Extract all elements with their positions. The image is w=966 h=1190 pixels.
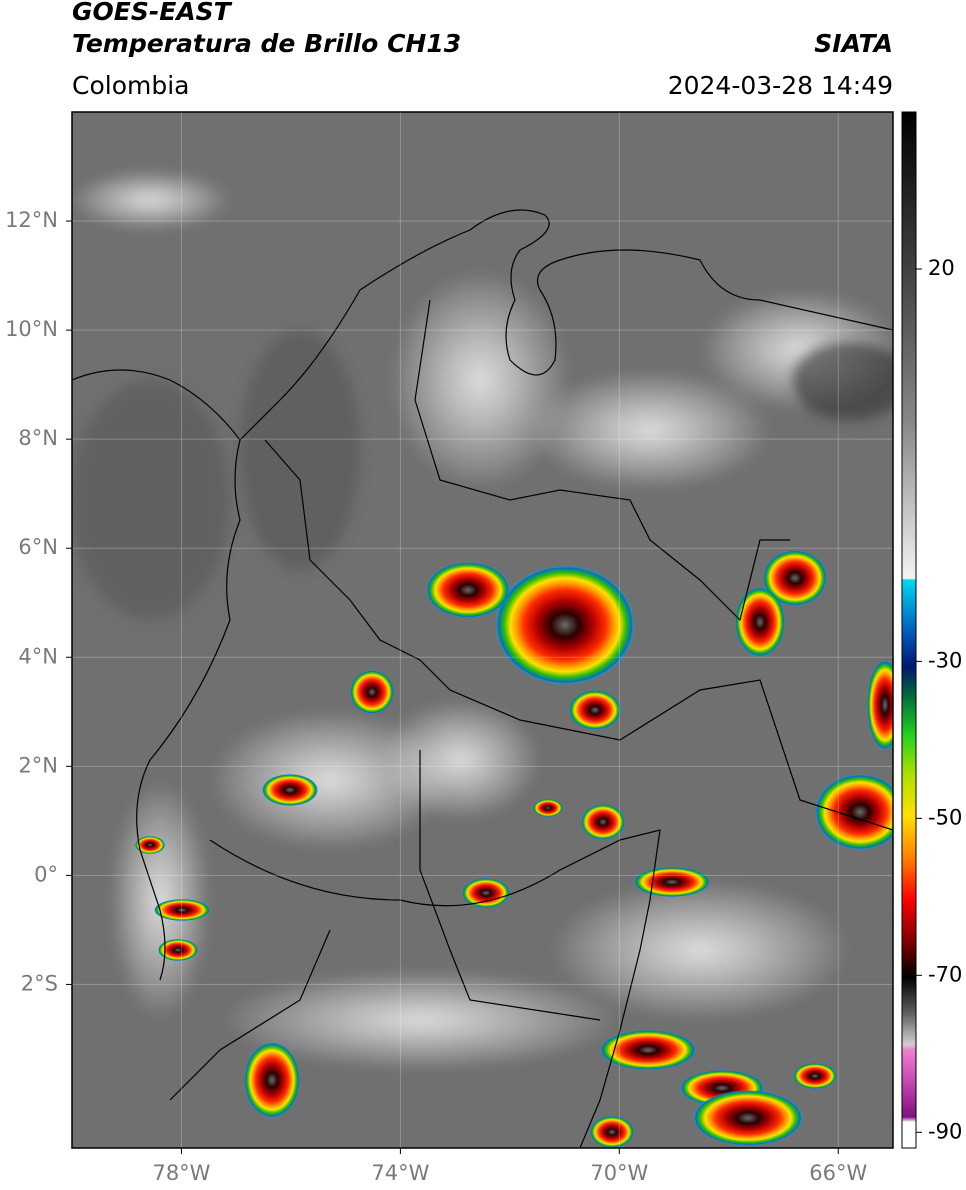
x-tick-label: 74°W [371,1161,429,1185]
colorbar-tick-label: -90 [928,1119,962,1143]
x-tick-label: 78°W [152,1161,210,1185]
x-tick-label: 66°W [809,1161,867,1185]
y-tick-label: 0° [34,862,58,886]
colorbar-tick-label: -70 [928,962,962,986]
source: SIATA [814,29,893,58]
y-tick-label: 2°N [18,753,58,777]
y-tick-label: 6°N [18,535,58,559]
y-tick-label: 2°S [21,971,58,995]
title: GOES-EAST [72,0,233,26]
colorbar-tick-label: 20 [928,256,955,280]
x-tick-label: 70°W [590,1161,648,1185]
colorbar-tick-label: -30 [928,648,962,672]
subtitle: Temperatura de Brillo CH13 [72,29,461,58]
datetime: 2024-03-28 14:49 [668,71,893,100]
region: Colombia [72,71,189,100]
gridlines [72,112,893,1148]
y-tick-label: 4°N [18,644,58,668]
map-frame [71,111,894,1149]
y-tick-label: 10°N [5,317,58,341]
colorbar [901,111,917,1149]
y-tick-label: 8°N [18,426,58,450]
ticks: 78°W 74°W 70°W 66°W 12°N 10°N 8°N 6°N 4°N 2°N 0° 2°… [5,208,962,1185]
colorbar-tick-label: -50 [928,805,962,829]
y-tick-label: 12°N [5,208,58,232]
satellite-image [72,112,893,1148]
